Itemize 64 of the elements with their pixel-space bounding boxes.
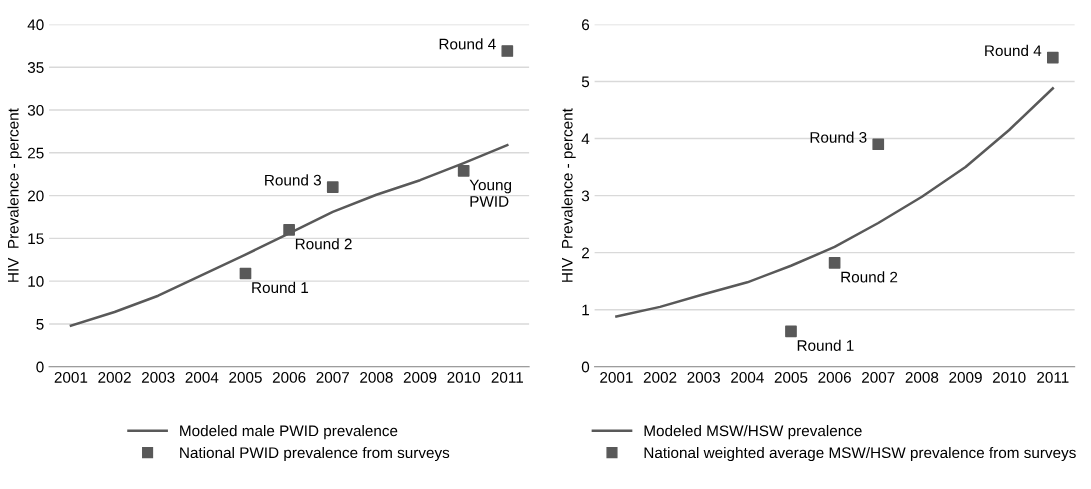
y-tick-label: 2 (582, 247, 589, 259)
y-axis-title: HIV Prevalence - percent (561, 108, 576, 282)
y-tick-label: 25 (28, 147, 44, 159)
x-tick-label: 2002 (98, 372, 131, 383)
y-axis-title: HIV Prevalence - percent (7, 108, 22, 282)
y-tick-label: 15 (28, 233, 44, 245)
x-tick-label: 2011 (491, 372, 523, 383)
y-tick-label: 5 (36, 318, 44, 330)
x-tick-label: 2008 (905, 372, 939, 383)
y-tick-label: 40 (27, 19, 44, 31)
x-tick-label: 2010 (992, 372, 1026, 383)
point (239, 267, 252, 280)
x-tick-label: 2005 (774, 372, 808, 383)
legend-label: National weighted average MSW/HSW prevalence from surveys (644, 446, 1076, 462)
point (501, 45, 514, 57)
x-tick-label: 2001 (600, 372, 633, 383)
y-tick-label: 4 (581, 133, 590, 145)
annotation: Round 3 (265, 174, 321, 186)
annotation: Round 4 (985, 44, 1042, 57)
point (326, 181, 339, 193)
y-tick-label: 10 (28, 276, 44, 287)
y-tick-label: 0 (581, 361, 590, 373)
line-series (69, 143, 509, 327)
y-tick-label: 30 (27, 104, 44, 116)
point (283, 223, 295, 236)
x-tick-label: 2004 (731, 372, 764, 383)
point (872, 138, 885, 151)
x-tick-label: 2011 (1037, 372, 1069, 383)
point (828, 257, 841, 269)
x-tick-label: 2002 (643, 372, 677, 383)
point (457, 164, 470, 177)
legend-label: Modeled male PWID prevalence (180, 425, 398, 440)
x-tick-label: 2001 (54, 372, 88, 383)
y-tick-label: 5 (581, 76, 590, 88)
legend-label: National PWID prevalence from surveys (180, 446, 450, 462)
y-tick-label: 0 (36, 361, 44, 373)
x-tick-label: 2008 (360, 372, 393, 383)
point (1046, 51, 1059, 64)
y-tick-label: 35 (27, 62, 44, 73)
annotation: Round 1 (252, 281, 309, 294)
legend-label: Modeled MSW/HSW prevalence (644, 425, 862, 440)
y-tick-label: 1 (582, 304, 589, 316)
point (785, 325, 797, 338)
x-tick-label: 2004 (185, 372, 219, 383)
x-tick-label: 2009 (403, 372, 437, 383)
x-tick-label: 2006 (272, 372, 306, 383)
annotation: Round 4 (439, 38, 496, 50)
annotation: Round 1 (797, 339, 854, 351)
line-series (615, 87, 1055, 318)
x-tick-label: 2005 (229, 372, 262, 383)
x-tick-label: 2009 (949, 372, 982, 383)
y-tick-label: 3 (581, 190, 590, 202)
x-tick-label: 2006 (818, 372, 851, 383)
x-tick-label: 2003 (687, 372, 721, 383)
y-tick-label: 20 (28, 190, 44, 202)
y-tick-label: 6 (582, 19, 590, 31)
annotation: Young PWID (469, 179, 512, 207)
x-tick-label: 2007 (862, 372, 895, 383)
annotation: Round 3 (810, 131, 867, 143)
x-tick-label: 2003 (141, 372, 175, 383)
annotation: Round 2 (295, 238, 352, 250)
x-tick-label: 2010 (447, 372, 481, 383)
annotation: Round 2 (841, 271, 898, 283)
x-tick-label: 2007 (316, 372, 349, 383)
